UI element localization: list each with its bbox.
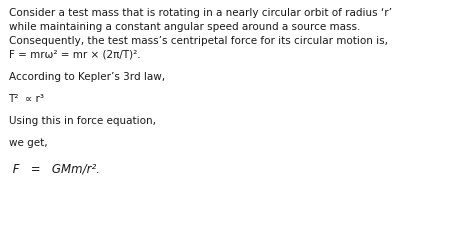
Text: Using this in force equation,: Using this in force equation, [9,116,155,126]
Text: T²  ∝ r³: T² ∝ r³ [9,94,45,104]
Text: According to Kepler’s 3rd law,: According to Kepler’s 3rd law, [9,72,164,82]
Text: Consider a test mass that is rotating in a nearly circular orbit of radius ‘r’: Consider a test mass that is rotating in… [9,8,392,18]
Text: while maintaining a constant angular speed around a source mass.: while maintaining a constant angular spe… [9,22,360,32]
Text: we get,: we get, [9,138,47,148]
Text: F   =   GMm/r².: F = GMm/r². [9,163,100,176]
Text: Consequently, the test mass’s centripetal force for its circular motion is,: Consequently, the test mass’s centripeta… [9,36,388,46]
Text: F = mrω² = mr × (2π/T)².: F = mrω² = mr × (2π/T)². [9,50,140,60]
